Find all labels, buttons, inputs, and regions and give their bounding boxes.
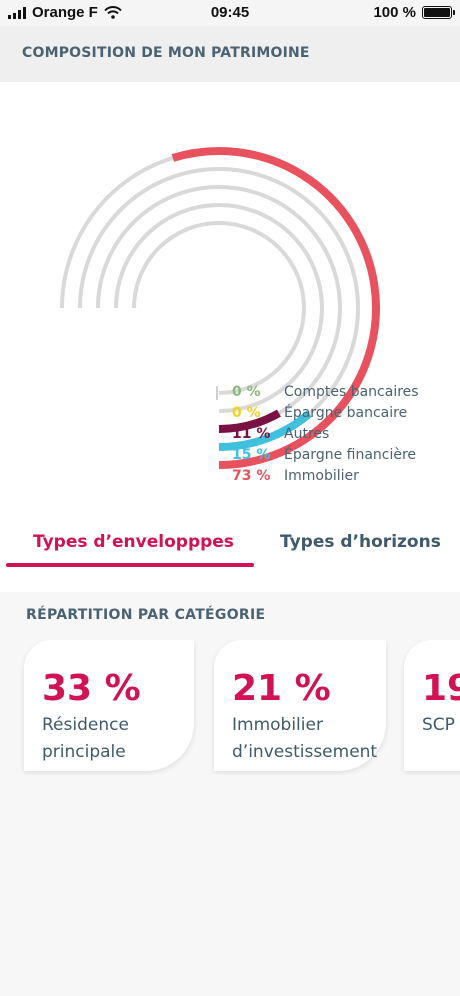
- category-label: Résidence principale: [42, 715, 129, 762]
- category-carousel[interactable]: 33 % Résidence principale 21 % Immobilie…: [0, 640, 460, 775]
- status-bar: Orange F 09:45 100 %: [0, 0, 460, 26]
- category-label: Immobilier d’investissement: [232, 715, 378, 762]
- legend-label: Épargne financière: [284, 447, 417, 463]
- tab-types-enveloppes[interactable]: Types d’envelopppes: [33, 532, 234, 552]
- composition-panel: 0 % Comptes bancaires 0 % Épargne bancai…: [0, 82, 460, 592]
- legend-row-epargne-financiere: 15 % Épargne financière: [216, 445, 456, 465]
- legend-marker: [216, 386, 218, 400]
- battery-icon: [422, 6, 455, 19]
- legend-row-comptes-bancaires: 0 % Comptes bancaires: [216, 382, 456, 402]
- legend-percent: 15 %: [232, 447, 271, 463]
- tab-types-horizons[interactable]: Types d’horizons: [280, 532, 441, 552]
- battery-label: 100 %: [373, 4, 416, 21]
- arc-track: [132, 221, 306, 395]
- category-percent: 19: [422, 668, 460, 709]
- arc-value-4: [171, 147, 380, 469]
- signal-icon: [8, 6, 26, 19]
- legend-label: Comptes bancaires: [284, 384, 419, 400]
- category-percent: 33 %: [42, 668, 141, 709]
- category-card[interactable]: 33 % Résidence principale: [24, 640, 194, 771]
- legend-percent: 73 %: [232, 468, 271, 484]
- arc-track: [96, 185, 342, 431]
- legend-percent: 11 %: [232, 426, 271, 442]
- section-title-categories: RÉPARTITION PAR CATÉGORIE: [26, 607, 266, 623]
- status-left: Orange F: [8, 4, 122, 21]
- arc-track: [78, 167, 360, 449]
- page-header: COMPOSITION DE MON PATRIMOINE: [0, 26, 460, 82]
- active-tab-indicator: [6, 563, 254, 567]
- category-percent: 21 %: [232, 668, 331, 709]
- legend-label: Immobilier: [284, 468, 359, 484]
- legend-percent: 0 %: [232, 405, 261, 421]
- arc-value-3: [218, 410, 312, 451]
- legend-row-autres: 11 % Autres: [216, 424, 456, 444]
- legend-row-immobilier: 73 % Immobilier: [216, 466, 456, 486]
- arc-value-2: [218, 409, 281, 433]
- composition-chart: [60, 147, 380, 469]
- legend-label: Autres: [284, 426, 330, 442]
- category-card[interactable]: 21 % Immobilier d’investissement: [214, 640, 386, 771]
- carrier-label: Orange F: [32, 4, 98, 21]
- legend-label: Épargne bancaire: [284, 405, 408, 421]
- status-right: 100 %: [373, 4, 455, 21]
- wifi-icon: [104, 6, 122, 19]
- category-label: SCP: [422, 715, 455, 735]
- legend-row-epargne-bancaire: 0 % Épargne bancaire: [216, 403, 456, 423]
- arc-track: [114, 203, 324, 413]
- page-title: COMPOSITION DE MON PATRIMOINE: [22, 45, 310, 61]
- legend-percent: 0 %: [232, 384, 261, 400]
- category-card[interactable]: 19 SCP: [404, 640, 460, 771]
- clock: 09:45: [210, 4, 250, 21]
